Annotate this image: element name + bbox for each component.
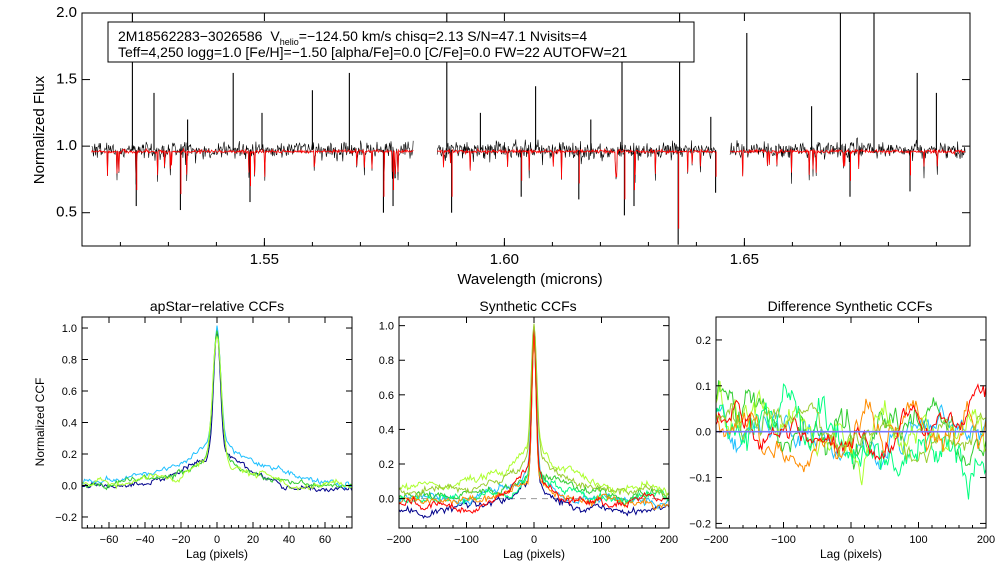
star-id: 2M18562283−3026586: [118, 28, 263, 44]
y-tick-label: 0.0: [379, 494, 394, 506]
info-line-1-rest: =−124.50 km/s chisq=2.13 S/N=47.1 Nvisit…: [299, 28, 588, 44]
x-tick-label: 100: [592, 534, 610, 546]
x-tick-label: −100: [454, 534, 479, 546]
ccf-series-line: [399, 325, 669, 495]
y-tick-label: 1.0: [379, 321, 394, 333]
ccf-series-line: [82, 334, 352, 491]
difference-ccf-panel: Difference Synthetic CCFs −200 −100 0 100 20…: [689, 298, 995, 561]
x-tick-label: 1.60: [490, 251, 519, 268]
difference-series-line: [716, 383, 986, 461]
spectrum-y-label: Normalized Flux: [31, 75, 48, 184]
y-tick-label: 0.6: [62, 386, 77, 398]
y-tick-label: 0.2: [696, 335, 711, 347]
y-tick-label: 1.0: [56, 137, 77, 154]
difference-series-line: [716, 401, 986, 464]
difference-ccf-plot-area: [716, 380, 986, 500]
synthetic-ccf-plot-area: [399, 323, 669, 519]
y-tick-label: 0.0: [62, 480, 77, 492]
info-box: [107, 21, 695, 63]
info-line-2: Teff=4,250 logg=1.0 [Fe/H]=−1.50 [alpha/…: [118, 44, 627, 60]
spectrum-axes: 1.55 1.60 1.65 0.5 1.0 1.5 2.0: [56, 4, 970, 268]
difference-ccf-axes: −200 −100 0 100 200 −0.2 −0.1 0.0 0.1 0.2: [689, 317, 995, 546]
apstar-ccf-panel: apStar−relative CCFs −60 −40 −20 0 20 40 60 −0.…: [33, 298, 353, 561]
ccf-series-line: [399, 323, 669, 500]
y-tick-label: 0.4: [62, 418, 77, 430]
observed-spectrum-line: [436, 139, 716, 183]
y-tick-label: −0.2: [55, 512, 77, 524]
series-group: [716, 380, 986, 500]
y-tick-label: 2.0: [56, 4, 77, 21]
x-tick-label: −100: [771, 534, 796, 546]
difference-ccf-x-label: Lag (pixels): [820, 547, 882, 561]
ccf-series-line: [82, 325, 352, 491]
observed-spectrum-line: [91, 140, 414, 185]
synthetic-ccf-axes: −200 −100 0 100 200 0.0 0.2 0.4 0.6 0.8 1.0: [379, 317, 678, 546]
ccf-series-line: [82, 330, 352, 491]
x-tick-label: 20: [247, 534, 259, 546]
model-spectrum-line: [729, 148, 966, 177]
y-tick-label: 0.8: [62, 355, 77, 367]
x-tick-label: 0: [214, 534, 220, 546]
x-tick-label: 1.55: [250, 251, 279, 268]
y-tick-label: 0.8: [379, 355, 394, 367]
ccf-series-line: [399, 333, 669, 507]
apstar-ccf-y-label: Normalized CCF: [33, 378, 47, 467]
y-tick-label: 0.0: [696, 427, 711, 439]
apstar-ccf-axes: −60 −40 −20 0 20 40 60 −0.2 0.0 0.2 0.4 0.6 0.8 1.0: [55, 317, 352, 546]
vhelio-subscript: helio: [280, 37, 299, 47]
x-tick-label: 0: [531, 534, 537, 546]
y-tick-label: 0.5: [56, 204, 77, 221]
y-tick-label: 1.0: [62, 323, 77, 335]
spectrum-x-label: Wavelength (microns): [457, 271, 602, 288]
vhelio-prefix: V: [270, 28, 280, 44]
apstar-ccf-x-label: Lag (pixels): [186, 547, 248, 561]
apstar-ccf-frame: [81, 316, 353, 529]
x-tick-label: −20: [172, 534, 191, 546]
y-tick-label: 0.6: [379, 390, 394, 402]
spectrum-panel: 1.55 1.60 1.65 0.5 1.0 1.5 2.0 Wavelength (mic…: [31, 4, 971, 288]
x-tick-label: 40: [283, 534, 295, 546]
y-tick-label: 0.2: [62, 449, 77, 461]
y-tick-label: −0.2: [689, 518, 711, 530]
y-tick-label: 0.1: [696, 381, 711, 393]
x-tick-label: 0: [848, 534, 854, 546]
model-spectrum-line: [436, 147, 716, 179]
ccf-series-line: [82, 332, 352, 493]
synthetic-ccf-title: Synthetic CCFs: [479, 298, 576, 314]
ccf-series-line: [399, 332, 669, 504]
info-line-1: 2M18562283−3026586 Vhelio=−124.50 km/s ch…: [118, 28, 587, 47]
synthetic-ccf-panel: Synthetic CCFs −200 −100 0 100 200 0.0 0.2 0.4 0…: [379, 298, 678, 561]
x-tick-label: 1.65: [730, 251, 759, 268]
difference-ccf-title: Difference Synthetic CCFs: [768, 298, 933, 314]
x-tick-label: −200: [704, 534, 729, 546]
x-tick-label: −200: [387, 534, 412, 546]
model-spectrum-line: [91, 147, 414, 179]
series-group: [399, 323, 669, 519]
ccf-series-line: [399, 335, 669, 510]
y-tick-label: 0.2: [379, 459, 394, 471]
difference-series-line: [716, 380, 986, 470]
x-tick-label: −40: [136, 534, 155, 546]
ccf-series-line: [399, 329, 669, 510]
x-tick-label: 200: [977, 534, 995, 546]
y-tick-label: 0.4: [379, 424, 394, 436]
observed-spectrum-line: [729, 137, 966, 184]
series-group: [82, 325, 352, 493]
apstar-ccf-title: apStar−relative CCFs: [150, 298, 284, 314]
apstar-ccf-plot-area: [82, 325, 352, 493]
x-tick-label: 100: [909, 534, 927, 546]
spectrum-frame: [81, 12, 971, 247]
x-tick-label: −60: [100, 534, 119, 546]
synthetic-ccf-x-label: Lag (pixels): [503, 547, 565, 561]
ccf-series-line: [399, 332, 669, 519]
y-tick-label: −0.1: [689, 473, 711, 485]
y-tick-label: 1.5: [56, 71, 77, 88]
x-tick-label: 200: [660, 534, 678, 546]
x-tick-label: 60: [319, 534, 331, 546]
